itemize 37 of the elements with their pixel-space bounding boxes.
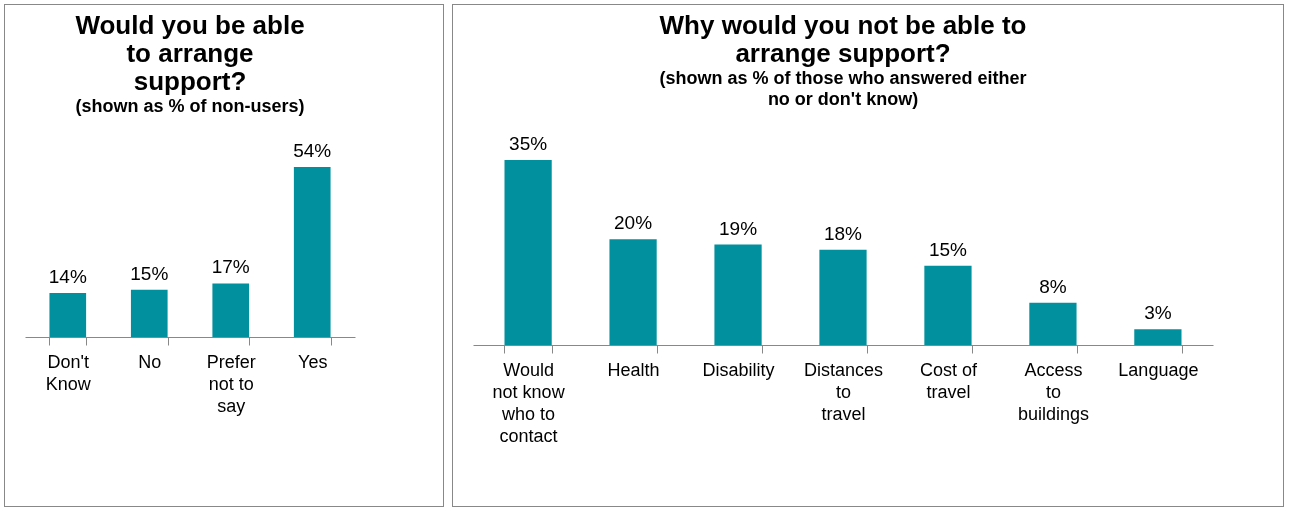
bar	[293, 167, 331, 337]
bar	[609, 239, 657, 345]
x-tick-label: Distances to travel	[803, 359, 884, 424]
data-label: 14%	[48, 265, 87, 287]
bar	[504, 160, 552, 345]
x-tick-label: Cost of travel	[919, 359, 978, 402]
data-label: 54%	[293, 140, 332, 161]
chart-subtitle: (shown as % of those who answered either no or don't know)	[659, 68, 1027, 109]
chart-title: Would you be able to arrange support?	[75, 10, 305, 96]
bar	[130, 289, 168, 337]
x-tick-label: Would not know who to contact	[492, 359, 566, 446]
x-tick-label: Yes	[298, 351, 328, 372]
bar	[1134, 329, 1182, 345]
data-label: 20%	[614, 212, 653, 234]
bar	[714, 244, 762, 345]
bar	[49, 292, 87, 337]
data-label: 19%	[719, 217, 758, 239]
x-tick-label: Prefer not to say	[206, 351, 256, 416]
x-tick-label: Health	[607, 359, 660, 380]
bar	[212, 283, 250, 337]
x-tick-label: No	[138, 351, 162, 372]
data-label: 18%	[823, 222, 863, 244]
data-label: 15%	[130, 262, 169, 284]
data-label: 35%	[509, 133, 548, 154]
bar	[819, 249, 867, 345]
x-tick-label: Disability	[702, 359, 775, 380]
bar	[924, 265, 972, 345]
bar	[1029, 302, 1077, 345]
data-label: 15%	[928, 238, 968, 260]
x-tick-label: Don't Know	[45, 351, 92, 394]
data-label: 3%	[1144, 302, 1172, 324]
x-tick-label: Language	[1118, 359, 1199, 380]
data-label: 17%	[211, 256, 250, 278]
chart-subtitle: (shown as % of non-users)	[75, 96, 305, 116]
x-tick-label: Access to buildings	[1017, 359, 1089, 424]
chart-title: Why would you not be able to arrange support?	[659, 10, 1027, 68]
data-label: 8%	[1039, 275, 1067, 297]
